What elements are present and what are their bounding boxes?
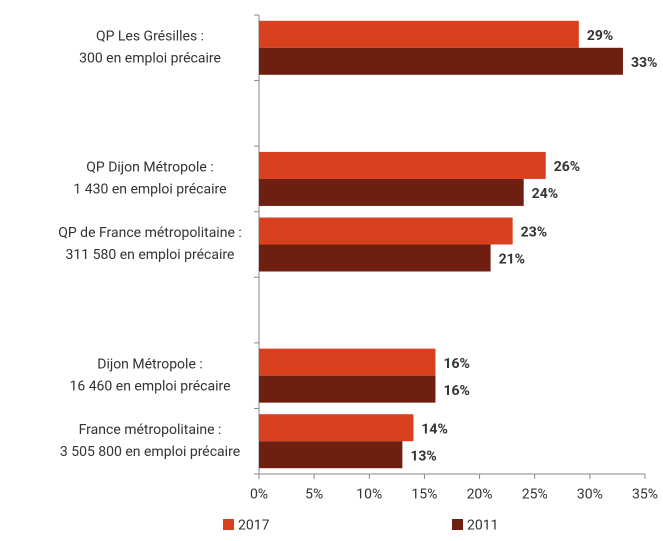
value-label: 13%	[410, 448, 436, 464]
bar	[259, 375, 436, 403]
category-label: 311 580 en emploi précaire	[66, 247, 235, 263]
bar	[259, 151, 546, 179]
x-tick-label: 0%	[250, 487, 268, 503]
category-label: 16 460 en emploi précaire	[69, 378, 230, 394]
bar	[259, 217, 513, 245]
bar	[259, 47, 623, 75]
x-tick-label: 10%	[356, 487, 382, 503]
category-label: QP de France métropolitaine :	[58, 225, 241, 241]
category-label: QP Les Grésilles :	[96, 28, 204, 44]
bar	[259, 178, 524, 206]
value-label: 33%	[631, 55, 657, 71]
x-tick-label: 15%	[411, 487, 437, 503]
value-label: 21%	[499, 252, 525, 268]
x-tick-label: 25%	[522, 487, 548, 503]
value-label: 14%	[421, 421, 447, 437]
bar	[259, 20, 579, 48]
category-label: 300 en emploi précaire	[79, 50, 221, 66]
category-label: Dijon Métropole :	[97, 356, 203, 372]
bar	[259, 348, 436, 376]
value-label: 29%	[587, 28, 613, 44]
legend-label: 2017	[238, 518, 270, 534]
value-label: 24%	[532, 186, 558, 202]
x-tick-label: 35%	[632, 487, 658, 503]
category-label: 1 430 en emploi précaire	[73, 182, 226, 198]
x-tick-label: 5%	[305, 487, 323, 503]
value-label: 16%	[443, 383, 469, 399]
value-label: 16%	[443, 356, 469, 372]
category-label: France métropolitaine :	[79, 422, 222, 438]
category-label: QP Dijon Métropole :	[86, 160, 213, 176]
value-label: 26%	[554, 159, 580, 175]
legend-label: 2011	[467, 518, 498, 534]
bar	[259, 441, 403, 469]
value-label: 23%	[521, 225, 547, 241]
x-tick-label: 20%	[467, 487, 493, 503]
x-tick-label: 30%	[577, 487, 603, 503]
bar	[259, 244, 491, 272]
category-label: 3 505 800 en emploi précaire	[60, 444, 240, 460]
legend-swatch	[452, 519, 463, 530]
legend-swatch	[223, 519, 234, 530]
bar	[259, 414, 414, 442]
